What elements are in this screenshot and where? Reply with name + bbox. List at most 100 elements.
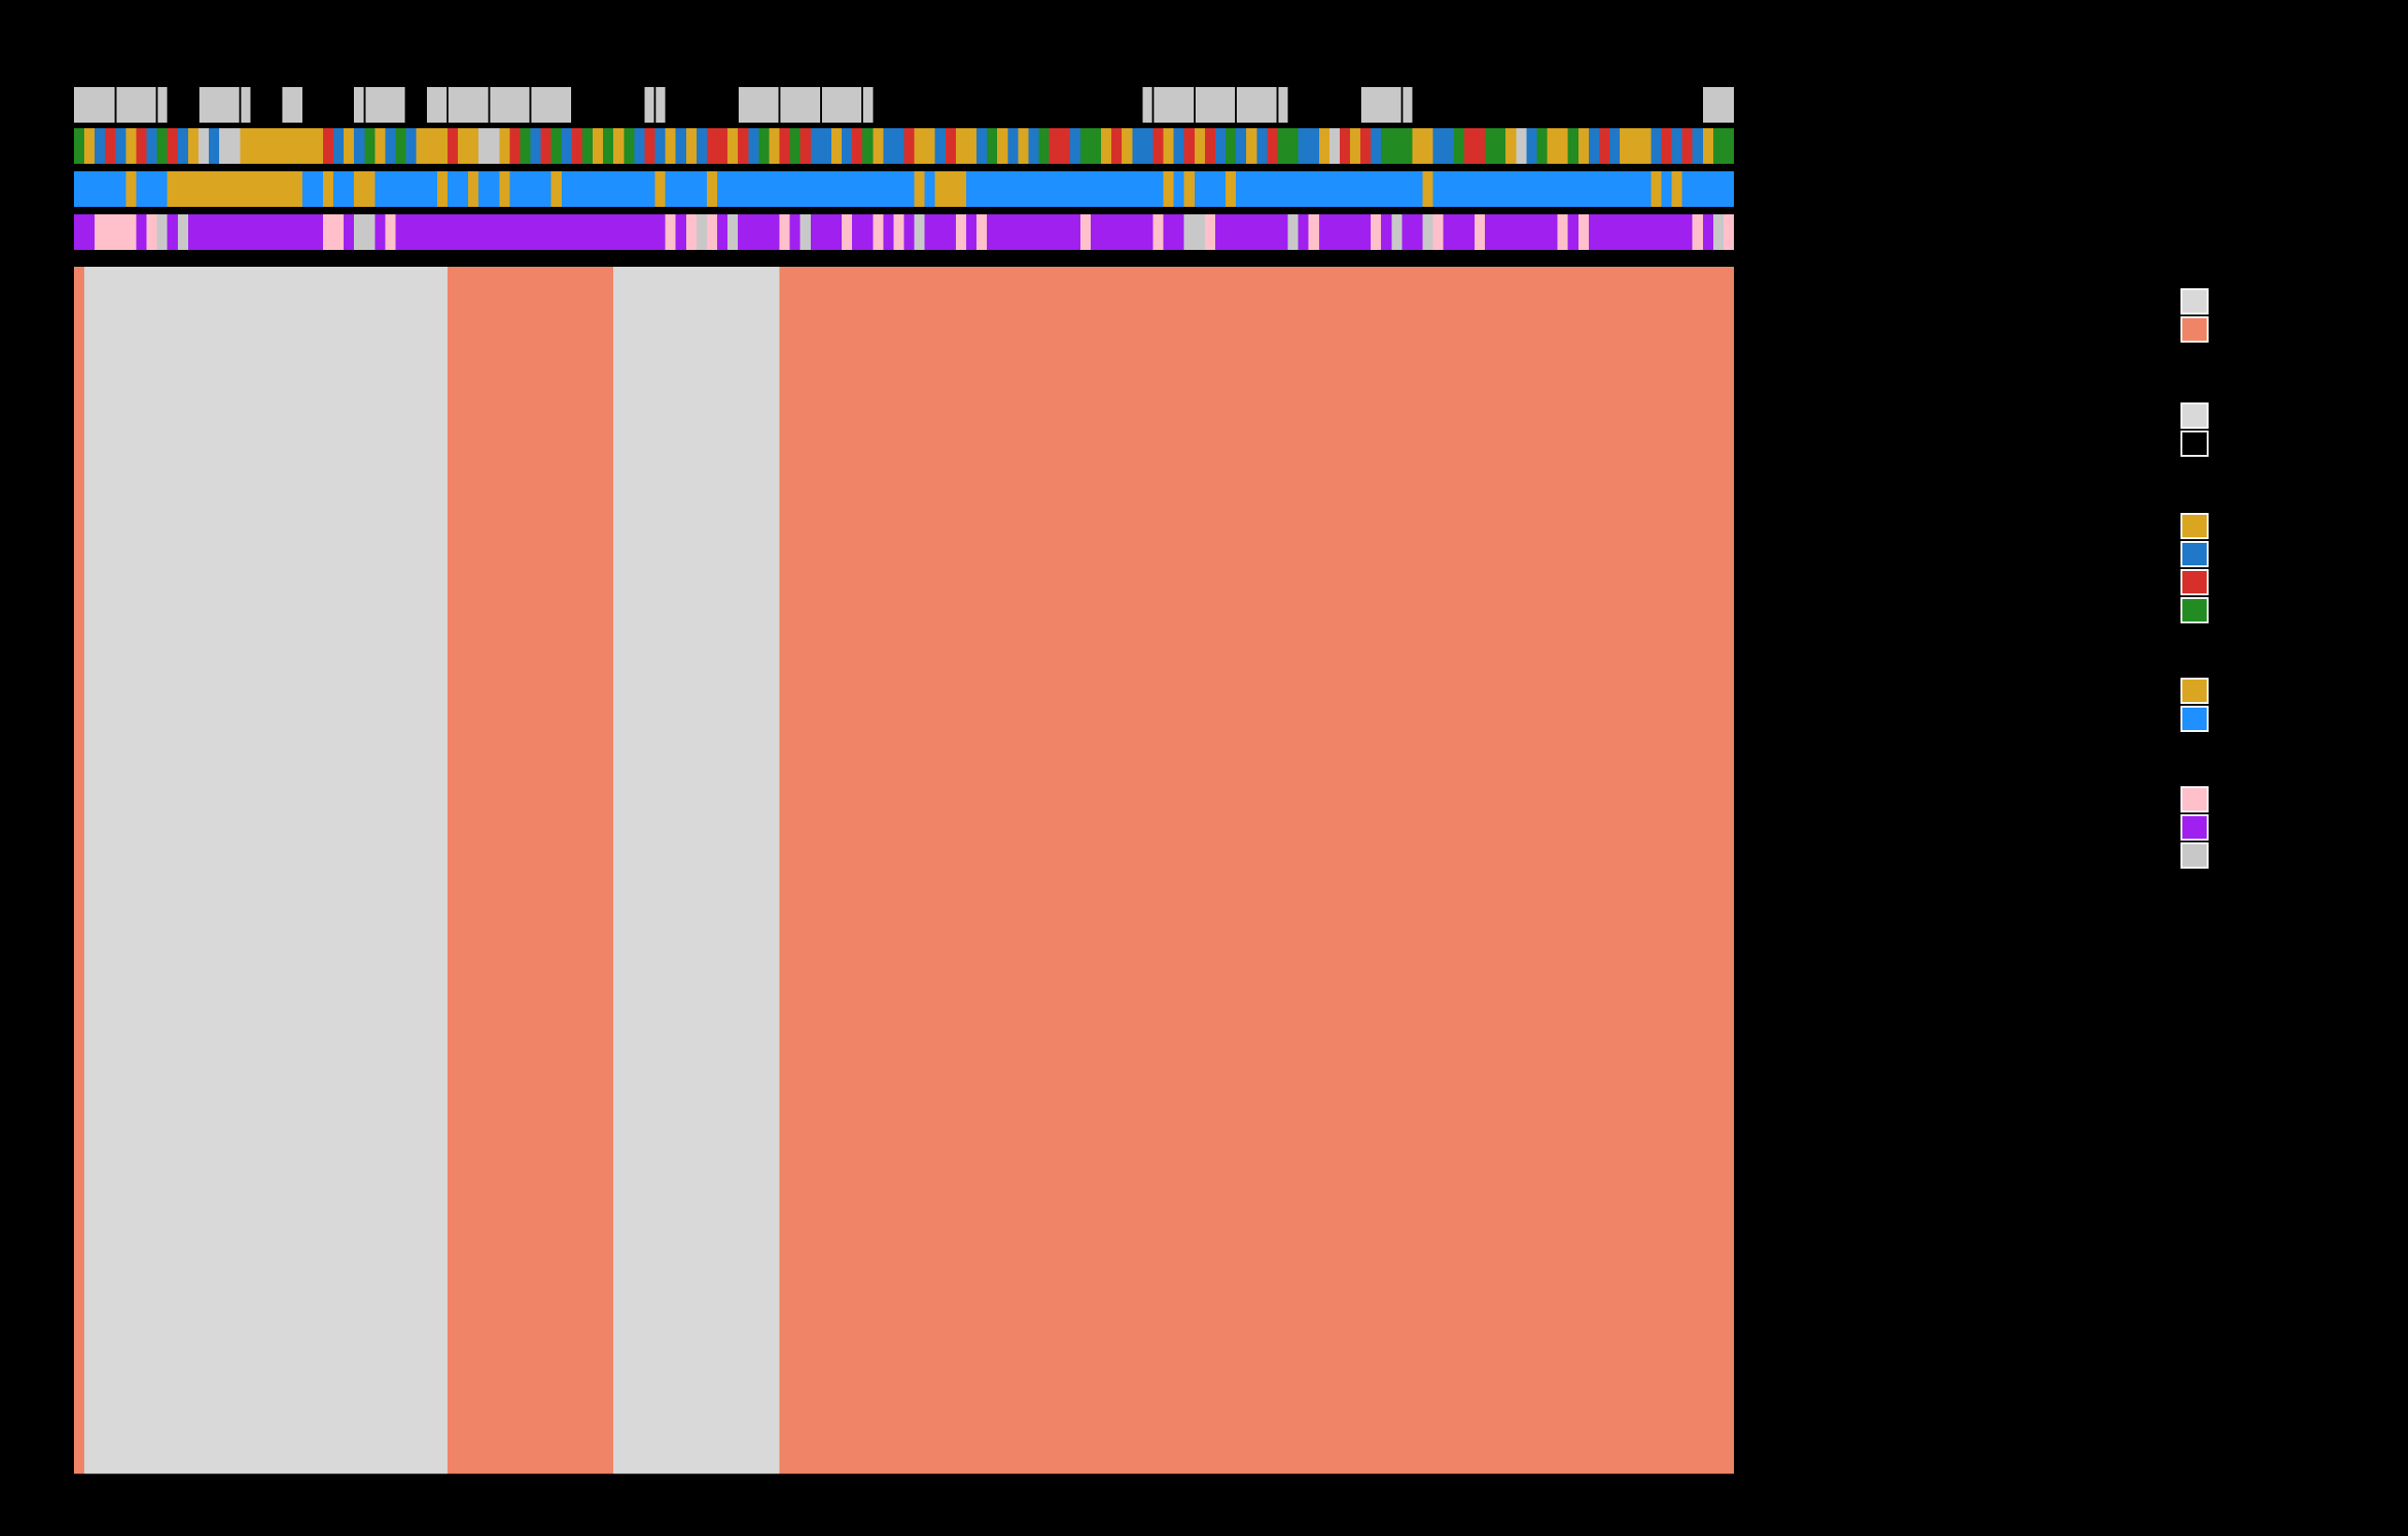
heatmap-row-24-cell <box>74 1257 85 1302</box>
heatmap-row-19-cell <box>84 1042 448 1087</box>
annotation-track-2-cell <box>322 128 334 164</box>
heatmap-row-4-cell <box>779 396 1735 440</box>
annotation-track-2-cell <box>1204 128 1215 164</box>
heatmap-row-11-cell <box>779 697 1735 741</box>
annotation-track-1-cell <box>738 87 874 123</box>
annotation-track-2-cell <box>1101 128 1112 164</box>
annotation-track-4-cell <box>1485 214 1558 250</box>
heatmap-row-11-cell <box>613 697 780 741</box>
annotation-track-4-cell <box>1163 214 1184 250</box>
annotation-track-1-separator <box>1110 87 1113 123</box>
annotation-track-2-cell <box>665 128 676 164</box>
heatmap-row-8-cell <box>84 568 448 612</box>
annotation-track-2-cell <box>1463 128 1486 164</box>
annotation-track-4-cell <box>842 214 853 250</box>
heatmap-row-26-cell <box>779 1343 1735 1388</box>
annotation-track-3-cell <box>1681 171 1734 207</box>
annotation-track-1-separator <box>570 87 573 123</box>
annotation-track-2-cell <box>873 128 884 164</box>
heatmap-row-7-cell <box>74 525 85 569</box>
annotation-track-1-separator <box>1691 87 1694 123</box>
annotation-track-1-separator <box>903 87 905 123</box>
legend-1-swatch-1 <box>2180 288 2209 315</box>
annotation-track-1-cell <box>405 87 427 123</box>
annotation-track-1-cell <box>426 87 572 123</box>
heatmap-row-19-cell <box>74 1042 85 1087</box>
heatmap-row-17-cell <box>74 956 85 1001</box>
annotation-track-4-cell <box>1308 214 1319 250</box>
heatmap-row-15-cell <box>74 870 85 914</box>
annotation-track-1-cell <box>1412 87 1703 123</box>
annotation-track-2-cell <box>1038 128 1050 164</box>
heatmap-row-5-cell <box>447 439 614 483</box>
annotation-track-4-cell <box>852 214 874 250</box>
heatmap-row-6-cell <box>779 482 1735 526</box>
annotation-track-4-cell <box>136 214 147 250</box>
annotation-track-2-cell <box>758 128 770 164</box>
legend-3-swatch-1 <box>2180 513 2209 539</box>
annotation-track-4-cell <box>1183 214 1205 250</box>
heatmap-row-3-cell <box>613 353 780 397</box>
annotation-track-4-cell <box>1567 214 1578 250</box>
heatmap-row-8-cell <box>74 568 85 612</box>
annotation-track-1-cell <box>873 87 1143 123</box>
legend-2-swatch-2 <box>2180 431 2209 457</box>
annotation-track-4-cell <box>1287 214 1299 250</box>
annotation-track-2-cell <box>84 128 95 164</box>
annotation-track-4-cell <box>976 214 988 250</box>
annotation-track-2-cell <box>530 128 541 164</box>
annotation-track-2-cell <box>1609 128 1621 164</box>
annotation-track-4-cell <box>1402 214 1423 250</box>
heatmap-row-18-cell <box>84 999 448 1044</box>
annotation-track-2-cell <box>209 128 220 164</box>
heatmap-row-13-cell <box>84 783 448 827</box>
heatmap-row-18-cell <box>74 999 85 1044</box>
annotation-track-3-cell <box>499 171 510 207</box>
annotation-track-2-cell <box>458 128 479 164</box>
heatmap-row-5-cell <box>74 439 85 483</box>
annotation-track-2-cell <box>1163 128 1174 164</box>
heatmap-row-27-cell <box>613 1386 780 1431</box>
heatmap-row-2-cell <box>447 310 614 354</box>
annotation-track-3-cell <box>167 171 302 207</box>
annotation-track-1-separator <box>1317 87 1320 123</box>
heatmap-row-14-cell <box>84 827 448 870</box>
annotation-track-4-cell <box>187 214 323 250</box>
annotation-track-2-cell <box>385 128 396 164</box>
annotation-track-3-cell <box>468 171 479 207</box>
annotation-track-2-cell <box>613 128 624 164</box>
annotation-track-3-cell <box>1661 171 1672 207</box>
heatmap-row-16-cell <box>74 913 85 958</box>
annotation-track-4-cell <box>1557 214 1568 250</box>
annotation-track-2-cell <box>156 128 168 164</box>
heatmap-row-1-cell <box>447 267 614 311</box>
annotation-track-1-cell <box>1702 87 1734 123</box>
heatmap-row-9-cell <box>84 611 448 655</box>
annotation-track-1-separator <box>612 87 615 123</box>
annotation-track-1-cell <box>74 87 168 123</box>
annotation-track-2-cell <box>644 128 655 164</box>
annotation-track-3-cell <box>934 171 966 207</box>
annotation-track-2-cell <box>1526 128 1537 164</box>
heatmap-row-25-cell <box>447 1300 614 1345</box>
annotation-track-2-cell <box>1578 128 1589 164</box>
annotation-track-1-separator <box>155 87 158 123</box>
annotation-track-4-cell <box>1298 214 1309 250</box>
annotation-track-2-cell <box>105 128 116 164</box>
annotation-track-2-cell <box>1453 128 1464 164</box>
annotation-track-4-cell <box>727 214 739 250</box>
heatmap-row-21-cell <box>779 1128 1735 1173</box>
heatmap-row-8-cell <box>779 568 1735 612</box>
annotation-track-3-cell <box>354 171 375 207</box>
annotation-track-2-cell <box>1702 128 1713 164</box>
heatmap-row-5-cell <box>779 439 1735 483</box>
heatmap-row-12-cell <box>74 740 85 784</box>
heatmap-row-11-cell <box>74 697 85 741</box>
annotation-track-2-cell <box>1018 128 1029 164</box>
annotation-track-1-separator <box>1359 87 1362 123</box>
annotation-track-1-cell <box>167 87 198 123</box>
annotation-track-2-cell <box>571 128 582 164</box>
annotation-track-2-cell <box>1567 128 1578 164</box>
heatmap-row-23-cell <box>613 1214 780 1259</box>
heatmap-row-11-cell <box>447 697 614 741</box>
